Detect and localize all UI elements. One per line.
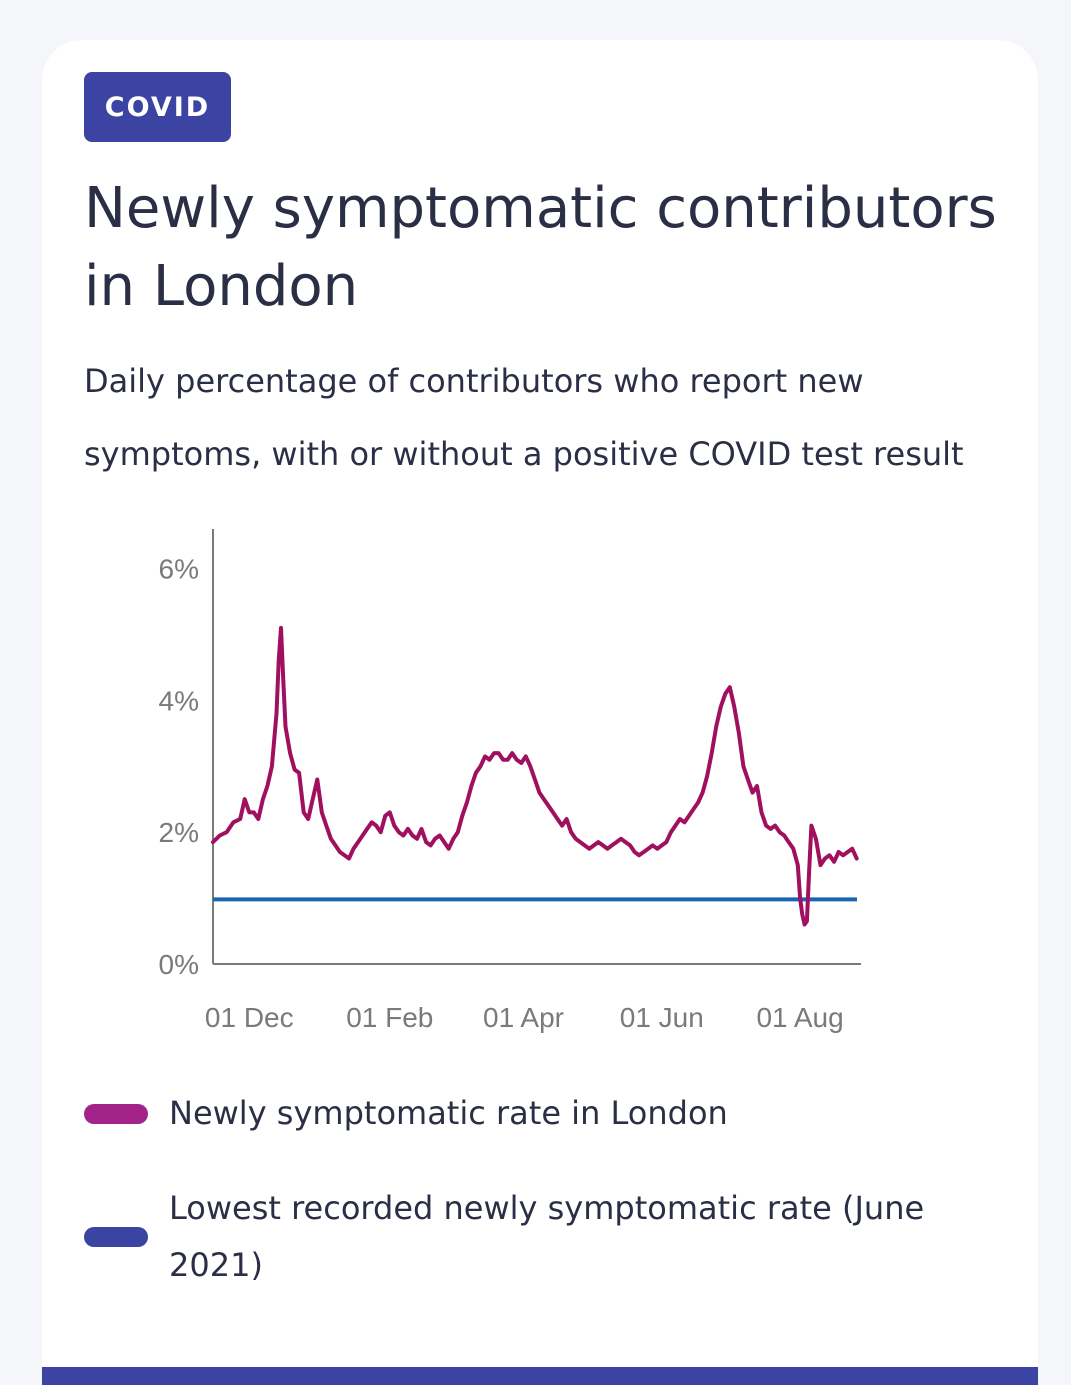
y-tick-label-3: 6% [159, 554, 199, 585]
x-tick-label-0: 01 Dec [205, 1002, 294, 1033]
y-tick-label-1: 2% [159, 817, 199, 848]
y-tick-label-2: 4% [159, 685, 199, 716]
line-chart: 0% 2% 4% 6% 01 Dec 01 Feb 01 Apr 01 Jun 01 Aug [159, 529, 861, 1033]
legend-swatch-baseline [84, 1227, 148, 1247]
legend-label-series: Newly symptomatic rate in London [169, 1094, 728, 1132]
legend-item-baseline: Lowest recorded newly symptomatic rate (… [84, 1180, 969, 1294]
y-tick-label-0: 0% [159, 949, 199, 980]
chart-subtitle: Daily percentage of contributors who rep… [84, 362, 964, 473]
series-line-london-rate [211, 625, 859, 927]
legend-label-baseline: Lowest recorded newly symptomatic rate (… [169, 1189, 925, 1284]
legend-swatch-series [84, 1103, 148, 1124]
legend-item-series: Newly symptomatic rate in London [84, 1085, 969, 1142]
chart-card: COVID Newly symptomatic contributors in … [42, 40, 1038, 1385]
page-title: Newly symptomatic contributors in London [84, 176, 997, 319]
x-tick-label-1: 01 Feb [346, 1002, 433, 1033]
covid-badge: COVID [84, 72, 231, 142]
x-tick-label-2: 01 Apr [483, 1002, 564, 1033]
x-tick-label-3: 01 Jun [620, 1002, 704, 1033]
x-tick-label-4: 01 Aug [756, 1002, 843, 1033]
bottom-accent-bar [42, 1367, 1038, 1385]
